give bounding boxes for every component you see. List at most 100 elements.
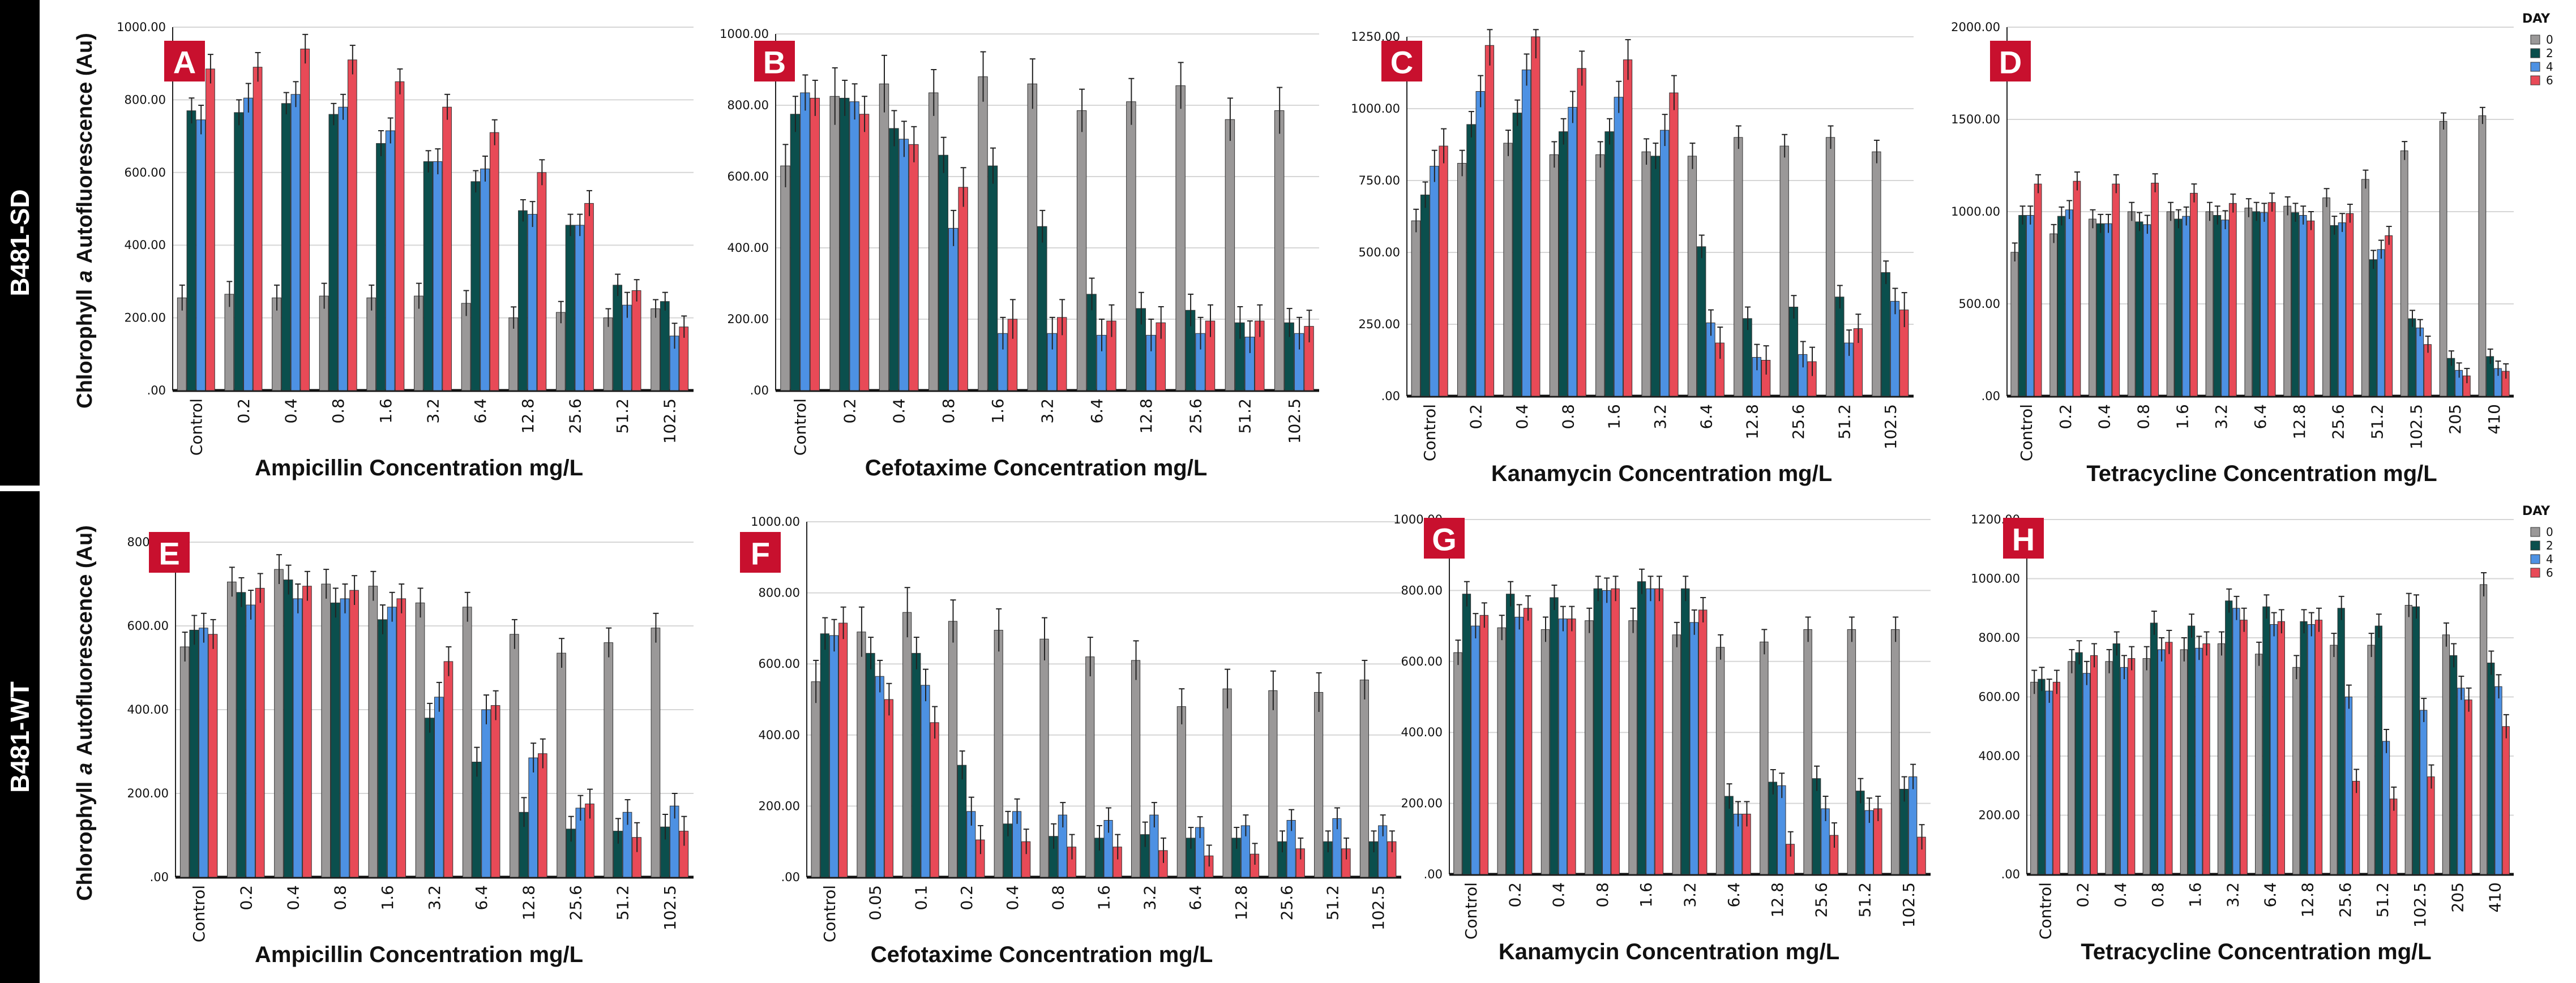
bar-day-4 [527, 214, 537, 391]
bar-day-6 [1669, 92, 1679, 397]
chart-panel-b: .00 200.00 400.00 600.00 800.00 1000.00 Contro… [720, 27, 1319, 480]
bar-day-0 [928, 92, 939, 391]
bar-day-2 [987, 165, 998, 391]
bar-day-4 [1514, 616, 1524, 875]
bar-day-0 [2142, 658, 2150, 875]
x-tick-label: Control [190, 885, 208, 942]
bar-day-6 [1531, 36, 1541, 397]
bar-day-2 [1835, 297, 1845, 397]
bar-day-4 [1475, 91, 1485, 397]
bar-day-6 [1611, 588, 1620, 875]
bar-day-4 [340, 598, 350, 878]
y-tick-label: 800.00 [1979, 631, 2020, 645]
bar-day-0 [1847, 629, 1856, 875]
y-tick-label: 1000.00 [1951, 205, 2000, 218]
y-tick-label: 800.00 [125, 93, 166, 106]
bar-day-6 [859, 114, 870, 391]
bar-day-0 [1715, 647, 1725, 875]
bar-day-6 [489, 132, 499, 391]
x-tick-label: 6.4 [471, 398, 490, 424]
panel-letter: F [751, 536, 770, 572]
x-axis-title: Cefotaxime Concentration mg/L [865, 456, 1208, 480]
bar-day-4 [1660, 130, 1670, 397]
bar-day-6 [2202, 643, 2210, 875]
x-tick-label: 102.5 [1369, 885, 1388, 930]
bar-day-2 [236, 592, 246, 878]
bar-day-2 [2487, 662, 2495, 875]
row-label-1: B481-SD [0, 0, 40, 486]
x-tick-label: 0.2 [1505, 882, 1524, 908]
bar-day-6 [1523, 608, 1533, 875]
bar-day-2 [1856, 791, 1865, 875]
x-tick-label: 12.8 [2290, 404, 2309, 439]
bar-day-0 [2404, 605, 2412, 875]
bar-day-2 [2374, 625, 2382, 875]
bar-day-6 [208, 634, 218, 878]
bar-day-4 [2104, 223, 2112, 397]
x-tick-label: 0.8 [331, 885, 350, 911]
bar-day-0 [1222, 688, 1232, 878]
bar-day-0 [603, 317, 613, 391]
x-tick-label: 3.2 [1681, 882, 1700, 908]
x-tick-label: 3.2 [1651, 404, 1670, 430]
x-tick-label: 102.5 [2407, 404, 2425, 449]
bar-day-6 [631, 290, 641, 391]
bar-day-6 [443, 661, 453, 878]
bar-day-2 [186, 110, 196, 391]
x-tick-label: 1.6 [376, 398, 395, 424]
bar-day-2 [1604, 131, 1614, 397]
bar-day-2 [1512, 113, 1522, 397]
x-tick-label: Control [187, 398, 206, 456]
bar-day-2 [378, 619, 387, 878]
bar-day-2 [866, 653, 875, 878]
x-tick-label: Control [1420, 404, 1439, 461]
y-axis-label-italic: a [73, 271, 97, 282]
bar-day-2 [2330, 225, 2338, 397]
bar-day-2 [1697, 246, 1706, 397]
y-tick-label: 600.00 [1979, 690, 2020, 704]
bar-day-4 [2307, 624, 2315, 875]
chart-panel-a: .00 200.00 400.00 600.00 800.00 1000.00 Contro… [117, 20, 694, 480]
bar-day-6 [2502, 726, 2510, 875]
x-tick-label: 0.1 [912, 885, 930, 911]
bar-day-4 [2232, 608, 2240, 875]
x-tick-label: 12.8 [519, 398, 537, 433]
bar-day-2 [1420, 194, 1430, 397]
y-tick-label: .00 [147, 384, 166, 397]
y-tick-label: 200.00 [1979, 809, 2020, 822]
bar-day-4 [1908, 776, 1918, 875]
bar-day-2 [889, 128, 899, 391]
bar-day-4 [575, 225, 585, 391]
bar-day-2 [1812, 778, 1821, 875]
legend-title: DAY [2522, 504, 2551, 518]
bar-day-6 [490, 705, 500, 878]
bar-day-4 [480, 168, 490, 391]
bar-day-0 [948, 621, 958, 878]
bar-day-4 [2143, 224, 2151, 397]
bar-day-2 [1462, 594, 1471, 875]
x-tick-label: 25.6 [566, 398, 584, 433]
row-label-2: B481-WT [0, 491, 40, 983]
bar-day-2 [2018, 215, 2026, 397]
bar-day-6 [2240, 620, 2248, 875]
bar-day-0 [1687, 156, 1697, 397]
legend-label-day-4: 4 [2546, 60, 2553, 74]
bar-day-6 [2385, 235, 2393, 397]
x-tick-label: 1.6 [989, 398, 1007, 424]
x-tick-label: 0.4 [2111, 882, 2130, 908]
bar-day-0 [604, 642, 614, 878]
bar-day-6 [2307, 220, 2315, 397]
x-tick-label: 25.6 [1278, 885, 1296, 920]
chart-panel-h: .00200.00400.00600.00800.001000.001200.0… [1971, 513, 2514, 964]
x-tick-label: 25.6 [2329, 404, 2348, 439]
x-tick-label: 1.6 [2186, 882, 2205, 908]
bar-day-6 [2128, 658, 2136, 875]
x-tick-label: 6.4 [2251, 404, 2270, 430]
bar-day-2 [2412, 606, 2420, 875]
panel-letter-box [1381, 41, 1422, 81]
y-tick-label: 200.00 [759, 799, 800, 813]
x-tick-label: 0.2 [1467, 404, 1486, 430]
panel-letter-box [2003, 518, 2044, 559]
bar-day-4 [2270, 624, 2278, 875]
